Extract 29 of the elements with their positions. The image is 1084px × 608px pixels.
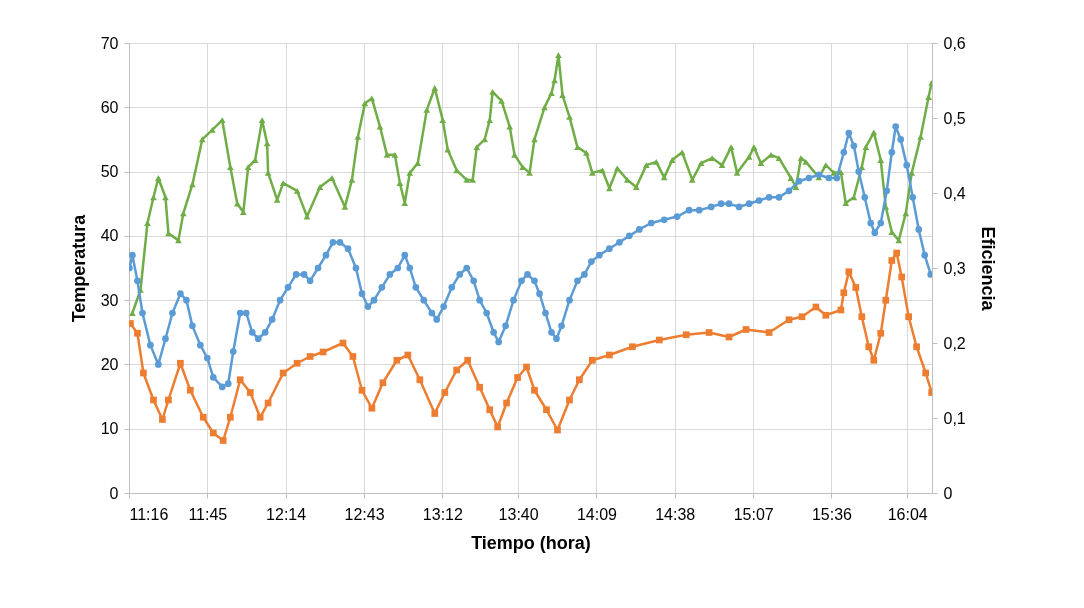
y-tick-label: 10: [100, 420, 119, 438]
y2-tick-label: 0,5: [943, 109, 966, 127]
y2-tick-label: 0: [943, 484, 953, 502]
y2-tick-label: 0,4: [943, 184, 966, 202]
x-tick-label: 15:07: [733, 505, 774, 523]
y-tick-label: 60: [100, 98, 119, 116]
y-tick-label: 20: [100, 355, 119, 373]
y-tick-label: 0: [109, 484, 119, 502]
y2-tick-label: 0,2: [943, 334, 966, 352]
y2-axis-title: Eficiencia: [977, 226, 998, 312]
y-tick-label: 70: [100, 34, 119, 52]
x-tick-label: 14:09: [576, 505, 618, 523]
y2-tick-label: 0,6: [943, 34, 966, 52]
y-tick-label: 50: [100, 163, 119, 181]
x-tick-label: 13:12: [422, 505, 463, 523]
x-tick-label: 12:43: [344, 505, 385, 523]
x-tick-label: 16:04: [887, 505, 928, 523]
x-tick-label: 12:14: [266, 505, 307, 523]
x-tick-label: 11:16: [129, 505, 169, 523]
x-axis-title: Tiempo (hora): [471, 532, 591, 553]
y2-tick-label: 0,3: [943, 259, 966, 277]
x-tick-label: 15:36: [811, 505, 853, 523]
y2-tick-label: 0,1: [943, 409, 966, 427]
x-tick-label: 11:45: [188, 505, 228, 523]
x-tick-label: 13:40: [498, 505, 539, 523]
y-axis-title: Temperatura: [68, 213, 89, 323]
x-tick-label: 14:38: [655, 505, 696, 523]
y-tick-label: 40: [100, 227, 119, 245]
y-tick-label: 30: [100, 291, 119, 309]
